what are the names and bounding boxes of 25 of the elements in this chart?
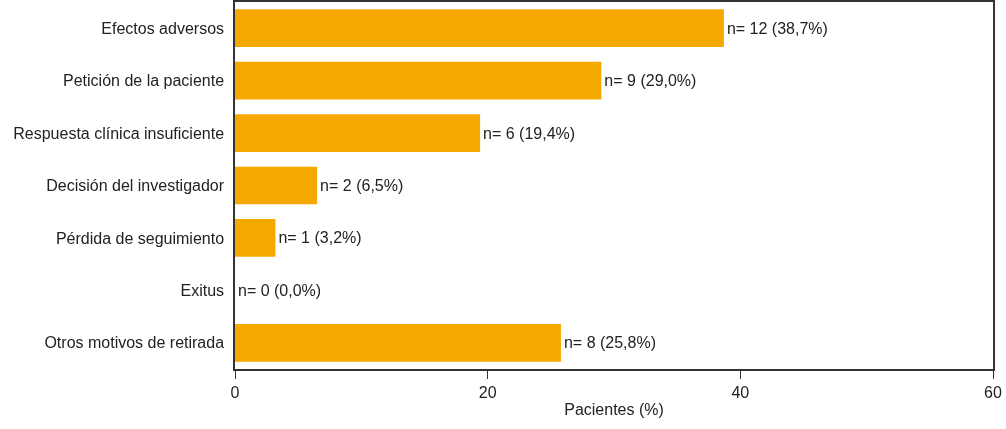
data-label: n= 6 (19,4%): [483, 124, 576, 142]
y-tick-label: Otros motivos de retirada: [44, 334, 225, 352]
bar: [235, 9, 724, 48]
bar: [235, 166, 318, 205]
x-axis-title: Pacientes (%): [564, 401, 664, 419]
x-tick-label: 0: [230, 383, 240, 401]
y-tick-label: Efectos adversos: [101, 19, 225, 37]
data-label: n= 9 (29,0%): [604, 72, 697, 90]
y-tick-label: Pérdida de seguimiento: [55, 229, 225, 247]
y-tick-label: Respuesta clínica insuficiente: [13, 124, 225, 142]
y-tick-label: Decisión del investigador: [46, 177, 225, 195]
y-tick-label: Petición de la paciente: [63, 72, 225, 90]
data-label: n= 2 (6,5%): [320, 177, 404, 194]
data-label: n= 1 (3,2%): [278, 229, 362, 247]
bar: [235, 114, 481, 152]
x-tick-label: 60: [984, 383, 1002, 401]
bar: [235, 61, 602, 100]
data-label: n= 8 (25,8%): [563, 334, 656, 352]
x-tick-label: 20: [478, 383, 497, 401]
y-tick-label: Exitus: [180, 281, 225, 299]
data-label: n= 0 (0,0%): [238, 281, 322, 299]
bar: [235, 219, 276, 257]
data-label: n= 12 (38,7%): [726, 19, 828, 37]
x-tick-label: 40: [731, 383, 750, 401]
bar: [235, 323, 561, 362]
